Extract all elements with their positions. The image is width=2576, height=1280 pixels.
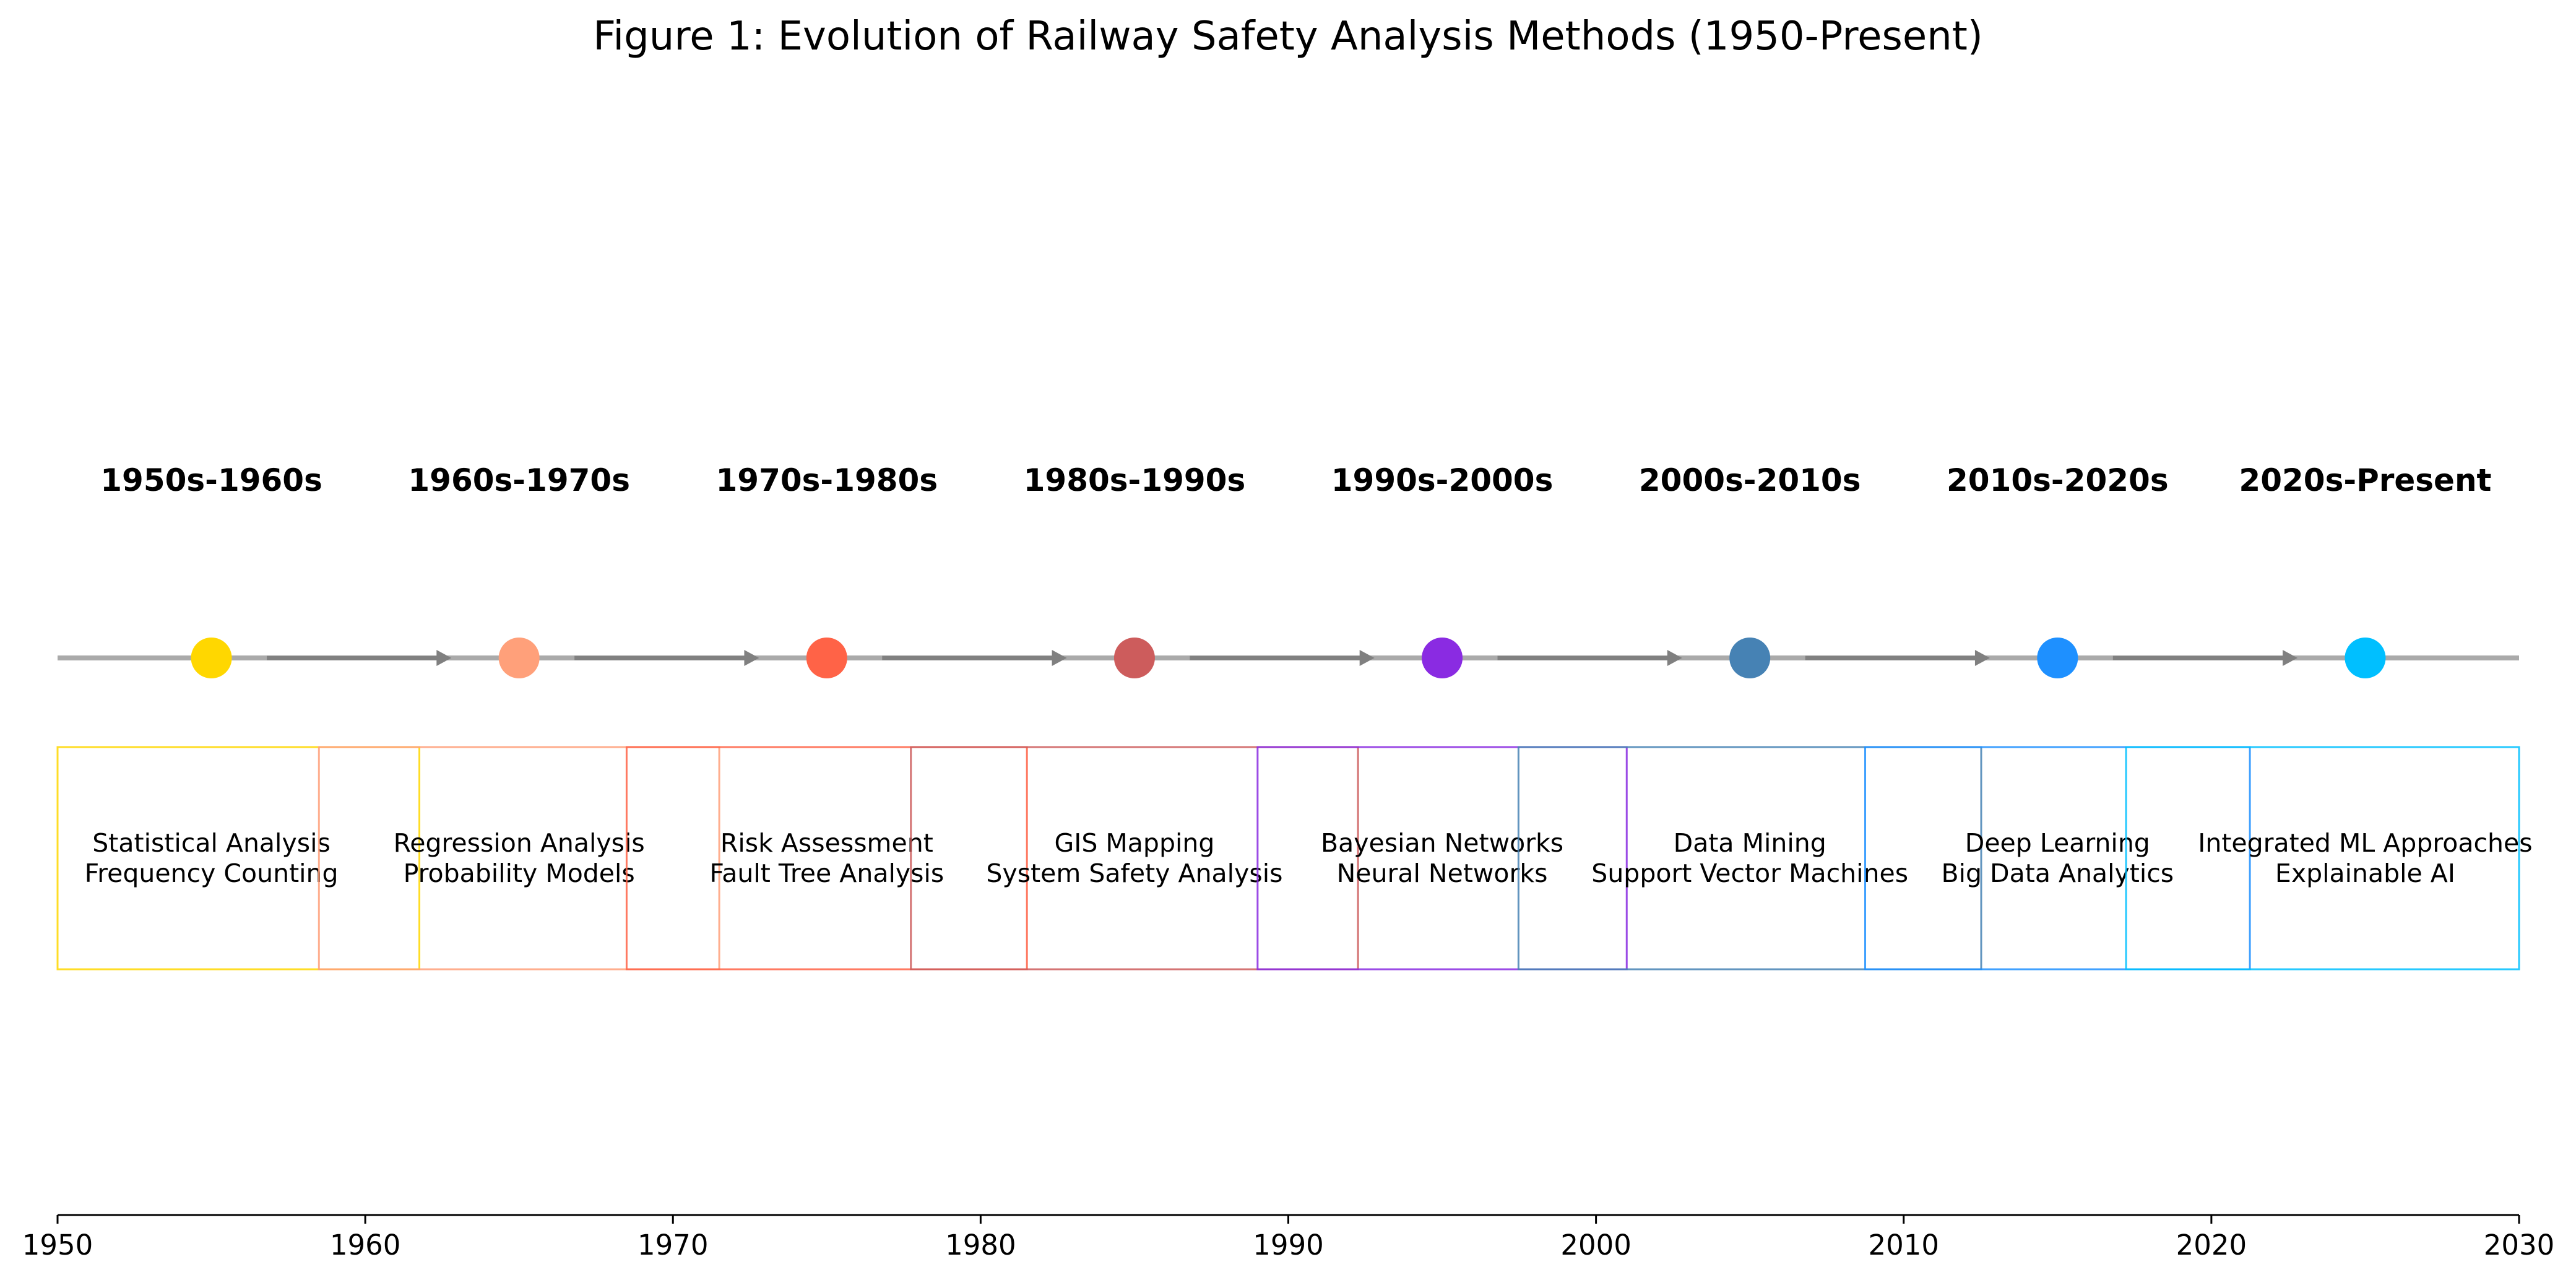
- method-box: [2125, 746, 2520, 971]
- x-tick-label: 2000: [1560, 1229, 1632, 1261]
- method-label: Integrated ML Approaches: [2198, 828, 2532, 858]
- era-label: 1980s-1990s: [1024, 462, 1246, 498]
- arrowhead: [436, 650, 452, 666]
- arrowhead: [1359, 650, 1375, 666]
- era-label: 1950s-1960s: [100, 462, 322, 498]
- method-box: [56, 746, 421, 971]
- x-tick-label: 1970: [638, 1229, 709, 1261]
- x-tick-label: 1980: [945, 1229, 1016, 1261]
- era-marker: [498, 638, 540, 678]
- era-marker: [1113, 638, 1155, 678]
- method-box: [1864, 746, 2251, 971]
- arrowhead: [1052, 650, 1067, 666]
- x-tick-label: 2010: [1868, 1229, 1939, 1261]
- method-label: Probability Models: [404, 858, 635, 888]
- era-marker: [806, 638, 847, 678]
- era-marker: [2345, 638, 2386, 678]
- era-labels: 1950s-1960s 1960s-1970s 1970s-1980s 1980s-1…: [100, 462, 2491, 498]
- method-label: Data Mining: [1674, 828, 1826, 858]
- arrowhead: [744, 650, 759, 666]
- method-label: Statistical Analysis: [92, 828, 331, 858]
- method-label: Big Data Analytics: [1941, 858, 2174, 888]
- timeline: [58, 638, 2519, 678]
- x-tick-label: 1960: [330, 1229, 401, 1261]
- figure-title: Figure 1: Evolution of Railway Safety An…: [593, 14, 1983, 59]
- x-tick-label: 2030: [2484, 1229, 2555, 1261]
- method-label: GIS Mapping: [1055, 828, 1215, 858]
- x-axis: 1950 1960 1970 1980 1990 2000 2010 2020 2030: [22, 1214, 2555, 1261]
- method-box: [625, 746, 1028, 971]
- x-tick-label: 2020: [2176, 1229, 2247, 1261]
- method-label: Regression Analysis: [394, 828, 645, 858]
- arrowhead: [1667, 650, 1682, 666]
- era-label: 1960s-1970s: [408, 462, 630, 498]
- era-marker: [1729, 638, 1771, 678]
- era-label: 1990s-2000s: [1331, 462, 1554, 498]
- method-box: [1517, 746, 1982, 971]
- method-label: Bayesian Networks: [1321, 828, 1563, 858]
- era-label: 2020s-Present: [2239, 462, 2491, 498]
- era-marker: [1422, 638, 1463, 678]
- era-marker: [2037, 638, 2078, 678]
- method-label: System Safety Analysis: [986, 858, 1282, 888]
- method-label: Neural Networks: [1337, 858, 1548, 888]
- arrowhead: [1974, 650, 1990, 666]
- method-label: Frequency Counting: [85, 858, 339, 888]
- method-label: Support Vector Machines: [1591, 858, 1908, 888]
- x-tick-label: 1990: [1253, 1229, 1324, 1261]
- method-box: [318, 746, 720, 971]
- method-box: [910, 746, 1359, 971]
- era-label: 2010s-2020s: [1947, 462, 2169, 498]
- method-label: Deep Learning: [1965, 828, 2150, 858]
- method-label: Risk Assessment: [720, 828, 933, 858]
- method-label: Explainable AI: [2275, 858, 2455, 888]
- x-tick-label: 1950: [22, 1229, 93, 1261]
- method-label: Fault Tree Analysis: [709, 858, 944, 888]
- era-marker: [191, 638, 232, 678]
- method-box: [1256, 746, 1628, 971]
- era-label: 2000s-2010s: [1639, 462, 1861, 498]
- era-label: 1970s-1980s: [716, 462, 938, 498]
- arrowhead: [2283, 650, 2298, 666]
